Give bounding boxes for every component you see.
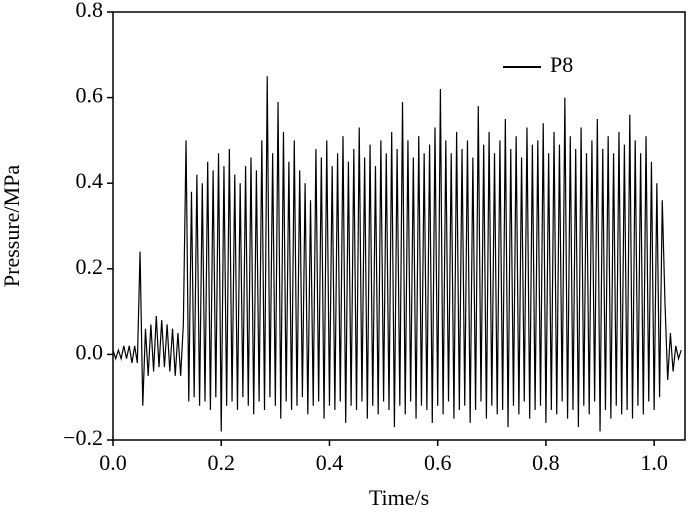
x-tick-label: 0.4	[316, 450, 344, 475]
legend-label: P8	[550, 52, 573, 77]
x-tick-label: 0.0	[99, 450, 127, 475]
y-tick-label: 0.2	[76, 254, 104, 279]
x-axis-label: Time/s	[369, 485, 429, 510]
x-tick-label: 0.2	[207, 450, 235, 475]
x-tick-label: 0.6	[424, 450, 452, 475]
y-axis-label: Pressure/MPa	[0, 165, 24, 287]
plot-frame	[112, 11, 686, 441]
y-tick-label: 0.6	[76, 83, 104, 108]
y-tick-label: 0.4	[76, 168, 104, 193]
data-line	[112, 76, 682, 432]
x-tick-label: 1.0	[640, 450, 668, 475]
y-tick-label: −0.2	[63, 425, 103, 450]
y-tick-label: 0.8	[76, 0, 104, 22]
y-tick-label: 0.0	[76, 339, 104, 364]
x-tick-label: 0.8	[532, 450, 560, 475]
